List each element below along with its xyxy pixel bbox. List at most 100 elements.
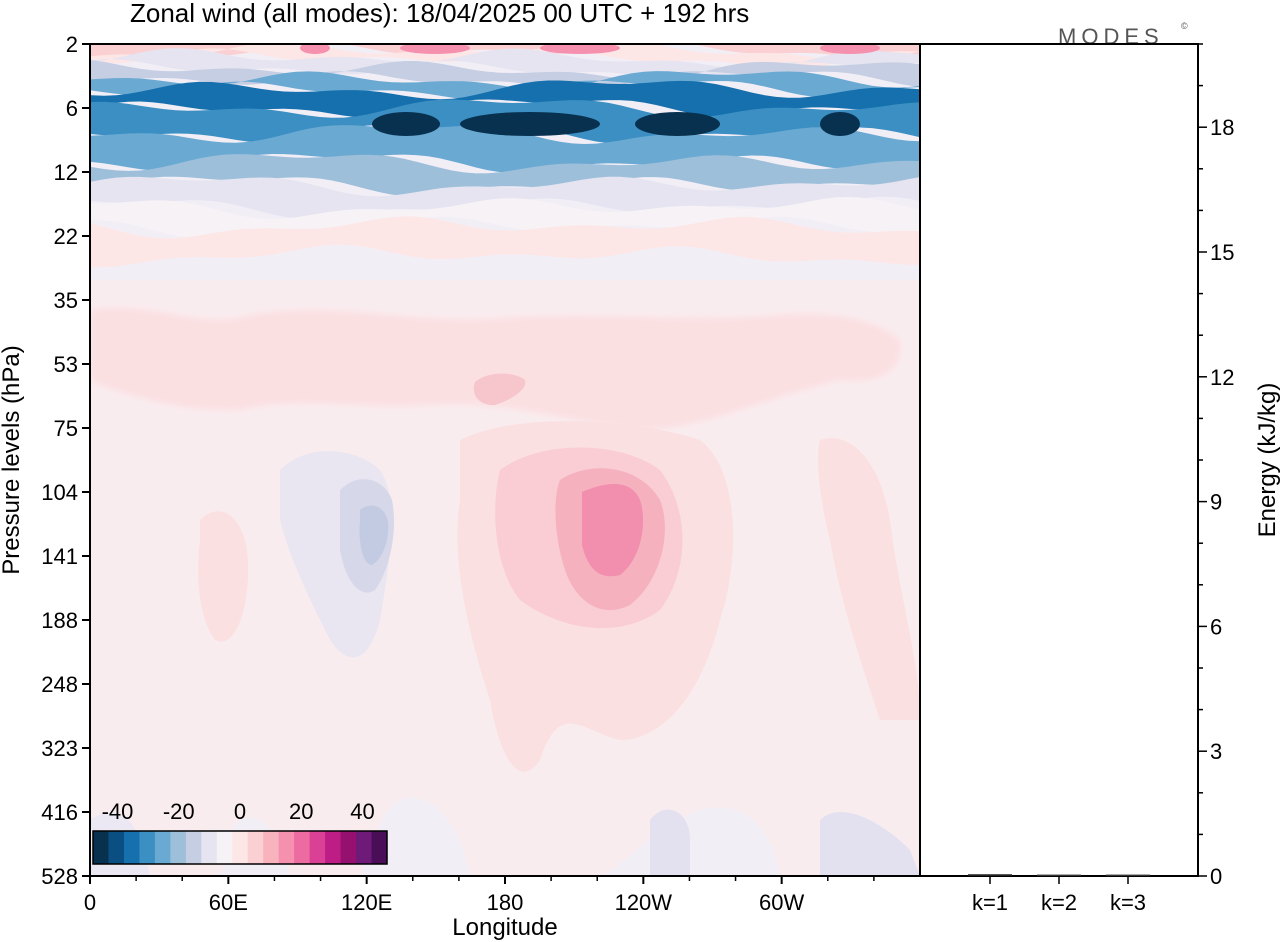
colorbar-swatch (139, 831, 156, 864)
stratosphere-contour-band (90, 59, 920, 91)
x-tick-label: 0 (84, 890, 96, 915)
y-tick-label: 104 (41, 480, 78, 505)
stratosphere-contour-band (90, 125, 920, 174)
stratosphere-easterly-core (372, 112, 440, 136)
colorbar-swatch (294, 831, 311, 864)
stratosphere-contour-band (90, 216, 920, 268)
heatmap-x-axis-label: Longitude (452, 914, 557, 941)
x-tick-label: 120E (341, 890, 392, 915)
colorbar-swatch (340, 831, 357, 864)
energy-x-tick-label: k=2 (1041, 890, 1077, 915)
energy-frame (919, 43, 1199, 877)
stratosphere-westerly-patch (300, 44, 330, 54)
colorbar-swatch (356, 831, 373, 864)
contour-weak-easterly-4 (820, 811, 920, 876)
stratosphere-contour-band (90, 44, 920, 70)
energy-y-tick-label: 18 (1210, 115, 1234, 140)
colorbar-swatch (325, 831, 342, 864)
stratosphere-contour-band (90, 71, 920, 100)
energy-bar (1106, 874, 1150, 877)
colorbar-swatch (123, 831, 140, 864)
y-tick-label: 22 (54, 224, 78, 249)
chart-title: Zonal wind (all modes): 18/04/2025 00 UT… (130, 0, 749, 28)
colorbar-swatch (170, 831, 187, 864)
y-tick-label: 416 (41, 800, 78, 825)
stratosphere-easterly-core (635, 112, 720, 136)
colorbar-tick-label: 20 (289, 799, 313, 824)
colorbar-swatch (108, 831, 125, 864)
energy-y-axis-label: Energy (kJ/kg) (1254, 383, 1280, 538)
energy-bar (968, 874, 1012, 876)
colorbar-swatch (216, 831, 233, 864)
heatmap-y-axis: 2 6 12 22 35 53 75 104 141 188 248 323 416 528 (41, 32, 90, 889)
y-tick-label: 75 (54, 416, 78, 441)
energy-y-axis: 0 3 6 9 12 15 18 (1198, 43, 1234, 889)
colorbar-swatch (201, 831, 218, 864)
y-tick-label: 35 (54, 288, 78, 313)
y-tick-label: 2 (66, 32, 78, 57)
colorbar-swatch (232, 831, 249, 864)
brand-mark: © (1181, 21, 1188, 31)
stratosphere-easterly-core (820, 112, 860, 136)
energy-x-tick-label: k=1 (972, 890, 1008, 915)
energy-bars (968, 874, 1150, 877)
energy-y-tick-label: 9 (1210, 490, 1222, 515)
y-tick-label: 141 (41, 544, 78, 569)
energy-y-tick-label: 6 (1210, 614, 1222, 639)
energy-y-tick-label: 0 (1210, 864, 1222, 889)
stratosphere-westerly-patch (400, 44, 470, 54)
colorbar-swatch (154, 831, 171, 864)
y-tick-label: 188 (41, 608, 78, 633)
colorbar-swatch (185, 831, 202, 864)
stratosphere-pattern (90, 44, 920, 268)
stratosphere-contour-band (90, 196, 920, 239)
colorbar-tick-label: -20 (163, 799, 195, 824)
contour-weak-easterly-3 (650, 809, 690, 876)
energy-y-tick-label: 12 (1210, 365, 1234, 390)
colorbar-swatch (371, 831, 388, 864)
colorbar: -40 -20 0 20 40 (92, 799, 388, 865)
stratosphere-westerly-patch (540, 44, 620, 54)
heatmap-plot-area (90, 44, 920, 876)
stratosphere-westerly-patch (820, 44, 880, 54)
westerly-jet-pattern (198, 421, 920, 772)
stratosphere-contour-band (90, 154, 920, 197)
colorbar-frame (92, 830, 388, 865)
colorbar-tick-label: 0 (234, 799, 246, 824)
energy-y-tick-label: 15 (1210, 240, 1234, 265)
stratosphere-easterly-core (460, 112, 600, 136)
x-tick-label: 180 (487, 890, 524, 915)
colorbar-tick-label: 40 (350, 799, 374, 824)
colorbar-swatch (278, 831, 295, 864)
stratosphere-contour-band (90, 48, 920, 81)
energy-y-tick-label: 3 (1210, 739, 1222, 764)
x-tick-label: 60W (759, 890, 804, 915)
colorbar-swatch (93, 831, 109, 864)
y-tick-label: 6 (66, 96, 78, 121)
x-tick-label: 120W (615, 890, 673, 915)
y-tick-label: 528 (41, 864, 78, 889)
y-tick-label: 12 (54, 160, 78, 185)
energy-x-axis: k=1 k=2 k=3 (972, 876, 1146, 915)
x-tick-label: 60E (209, 890, 248, 915)
colorbar-swatch (309, 831, 326, 864)
y-tick-label: 53 (54, 352, 78, 377)
colorbar-swatch (263, 831, 280, 864)
energy-plot-area: 0 3 6 9 12 15 18 k=1 k=2 k=3 Energy (kJ/kg) (919, 43, 1280, 915)
heatmap-y-axis-label: Pressure levels (hPa) (0, 345, 25, 574)
colorbar-tick-label: -40 (102, 799, 134, 824)
contour-westerly-patch-53 (473, 373, 526, 406)
contour-westerly-band-53 (90, 307, 901, 430)
y-tick-label: 323 (41, 736, 78, 761)
contour-westerly-west (198, 511, 249, 642)
colorbar-swatch (247, 831, 264, 864)
y-tick-label: 248 (41, 672, 78, 697)
heatmap-x-axis: 0 60E 120E 180 120W 60W (84, 876, 875, 915)
energy-x-tick-label: k=3 (1110, 890, 1146, 915)
stratosphere-contour-band (90, 176, 920, 219)
contour-westerly-max (582, 484, 644, 577)
contour-westerly-east (818, 438, 920, 720)
energy-bar (1037, 874, 1081, 877)
contour-easterly-core (359, 505, 389, 565)
